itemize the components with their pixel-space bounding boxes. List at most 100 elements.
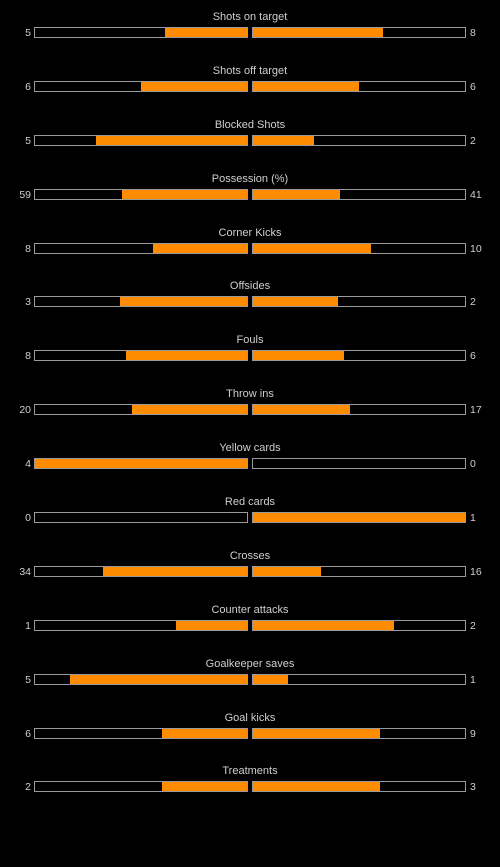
home-value: 0 [25,512,31,525]
home-bar-fill [35,459,247,469]
stat-label: Counter attacks [211,603,289,616]
away-bar-fill [253,297,338,307]
home-bar-fill [102,566,247,576]
home-bar [34,619,248,631]
stat-label: Goal kicks [224,711,276,724]
home-value: 3 [25,296,31,309]
home-bar [34,565,248,577]
stat-label: Goalkeeper saves [205,657,295,670]
away-bar [252,458,466,470]
stat-row-0: Shots on target 5 8 [0,0,500,54]
away-bar [252,673,466,685]
home-bar [34,80,248,92]
stat-label: Throw ins [226,388,274,401]
home-bar [34,727,248,739]
away-bar [252,27,466,38]
home-bar [34,134,248,146]
stat-label: Possession (%) [211,172,289,185]
home-bar [34,512,248,524]
home-bar-fill [70,674,247,684]
away-value: 1 [470,512,476,525]
stat-row-14: Treatments 2 3 [0,754,500,808]
home-bar [34,188,248,200]
away-value: 1 [470,673,476,686]
stat-row-10: Crosses 34 16 [0,539,500,593]
away-bar [252,565,466,577]
home-value: 6 [25,727,31,740]
away-bar [252,296,466,308]
home-value: 8 [25,350,31,363]
away-bar-fill [253,674,289,684]
away-bar-fill [253,513,465,523]
stat-label: Red cards [224,496,276,509]
stat-label: Corner Kicks [218,226,282,239]
stat-row-3: Possession (%) 59 41 [0,162,500,216]
home-bar-fill [132,405,247,415]
stat-label: Offsides [229,280,271,293]
stat-row-9: Red cards 0 1 [0,485,500,539]
away-bar [252,242,466,254]
stat-row-5: Offsides 3 2 [0,269,500,323]
away-value: 6 [470,350,476,363]
away-bar [252,134,466,146]
away-value: 17 [470,404,482,417]
home-bar-fill [125,351,247,361]
away-value: 2 [470,134,476,147]
stat-row-1: Shots off target 6 6 [0,54,500,108]
stat-label: Fouls [236,334,264,347]
home-bar-fill [162,728,247,738]
home-bar-fill [119,297,247,307]
away-bar [252,404,466,416]
stat-row-13: Goal kicks 6 9 [0,701,500,755]
stat-label: Yellow cards [219,442,281,455]
away-value: 10 [470,242,482,255]
away-bar-fill [253,620,395,630]
away-value: 3 [470,781,476,794]
away-bar [252,80,466,92]
stat-row-4: Corner Kicks 8 10 [0,216,500,270]
home-bar [34,242,248,254]
away-value: 9 [470,727,476,740]
away-bar-fill [253,243,371,253]
match-stats-panel: Shots on target 5 8 Shots off target 6 6… [0,0,500,808]
home-bar [34,27,248,38]
home-value: 1 [25,619,31,632]
home-value: 8 [25,242,31,255]
stat-label: Treatments [222,765,278,778]
home-bar [34,781,248,793]
home-value: 4 [25,458,31,471]
home-value: 5 [25,673,31,686]
away-bar [252,619,466,631]
home-bar-fill [165,28,247,37]
home-bar-fill [95,135,247,145]
away-bar [252,727,466,739]
home-bar-fill [162,782,247,792]
home-bar-fill [176,620,247,630]
stat-label: Blocked Shots [214,118,286,131]
home-bar-fill [121,189,247,199]
home-bar-fill [141,81,247,91]
home-value: 5 [25,27,31,39]
away-bar [252,350,466,362]
away-value: 2 [470,296,476,309]
stat-label: Shots on target [212,11,288,23]
away-bar-fill [253,28,384,37]
away-bar [252,781,466,793]
away-value: 2 [470,619,476,632]
away-value: 0 [470,458,476,471]
home-bar [34,296,248,308]
away-bar-fill [253,189,340,199]
home-bar [34,458,248,470]
stat-row-11: Counter attacks 1 2 [0,593,500,647]
away-value: 6 [470,80,476,93]
home-value: 34 [19,565,31,578]
away-value: 8 [470,27,476,39]
away-value: 41 [470,188,482,201]
home-bar-fill [152,243,247,253]
away-bar-fill [253,135,314,145]
away-bar-fill [253,728,381,738]
stat-row-2: Blocked Shots 5 2 [0,108,500,162]
stat-row-7: Throw ins 20 17 [0,377,500,431]
away-bar-fill [253,566,321,576]
away-bar-fill [253,782,381,792]
